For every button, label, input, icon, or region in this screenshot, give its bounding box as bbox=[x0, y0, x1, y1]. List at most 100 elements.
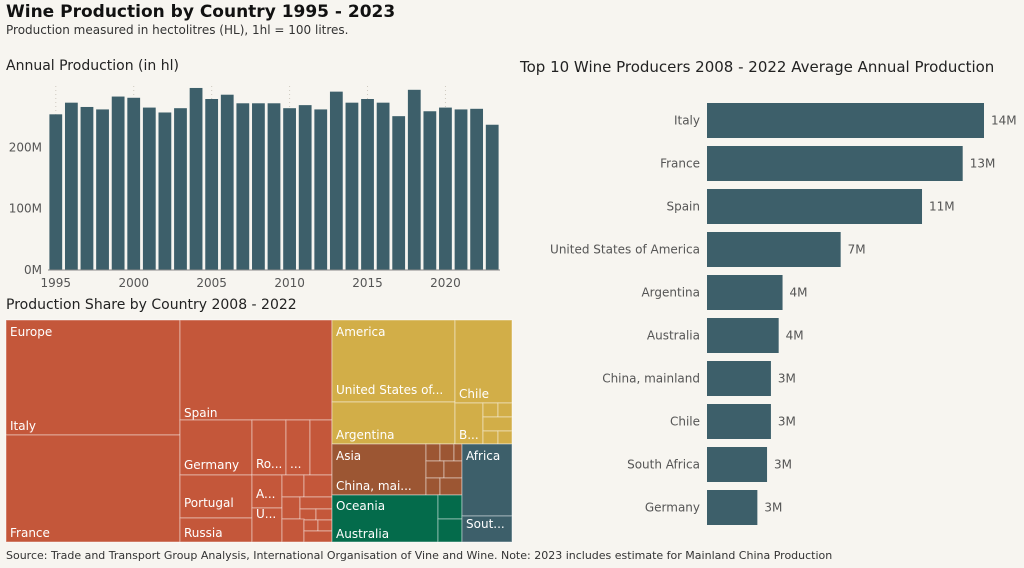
treemap-title: Production Share by Country 2008 - 2022 bbox=[6, 297, 297, 313]
top10-bar[interactable] bbox=[707, 447, 768, 482]
page-subtitle: Production measured in hectolitres (HL),… bbox=[6, 23, 349, 37]
annual-bar[interactable] bbox=[376, 102, 390, 270]
annual-bar[interactable] bbox=[96, 109, 109, 270]
treemap-cell-south-africa[interactable] bbox=[461, 443, 513, 517]
treemap-cell-asia-small[interactable] bbox=[425, 443, 441, 462]
treemap-cell-other-b[interactable] bbox=[309, 419, 333, 476]
treemap-cell-ukraine-label: U... bbox=[256, 507, 276, 521]
annual-production-chart: 1995 2000 2005 2010 2015 2020 0M 100M 200M bbox=[9, 86, 500, 290]
y-tick-label: 0M bbox=[24, 263, 42, 277]
annual-bar[interactable] bbox=[220, 94, 234, 270]
treemap-cell-asia-small[interactable] bbox=[425, 477, 441, 496]
treemap-cell-asia-small[interactable] bbox=[425, 460, 445, 479]
treemap-cell-chile[interactable] bbox=[454, 319, 513, 404]
treemap-cell-europe-small[interactable] bbox=[317, 519, 333, 532]
treemap-cell-america-small[interactable] bbox=[482, 402, 499, 418]
annual-bar[interactable] bbox=[470, 108, 484, 270]
treemap-cell-russia[interactable] bbox=[179, 517, 253, 543]
treemap-group-america-label: America bbox=[336, 325, 386, 339]
treemap-cell-asia-small[interactable] bbox=[439, 477, 463, 496]
treemap-cell-europe-small[interactable] bbox=[303, 519, 319, 532]
top10-bar[interactable] bbox=[707, 232, 841, 267]
treemap-cell-australia[interactable] bbox=[331, 494, 439, 543]
annual-bar[interactable] bbox=[361, 99, 374, 270]
annual-bar[interactable] bbox=[267, 103, 281, 271]
treemap-cell-america-small[interactable] bbox=[482, 416, 513, 432]
annual-bar[interactable] bbox=[283, 108, 296, 271]
treemap-cell-oceania-small[interactable] bbox=[437, 518, 463, 543]
annual-bar[interactable] bbox=[252, 103, 265, 271]
top10-value-label: 7M bbox=[848, 243, 866, 257]
top10-bar[interactable] bbox=[707, 318, 779, 353]
annual-bar[interactable] bbox=[298, 105, 312, 270]
annual-bar[interactable] bbox=[49, 114, 63, 270]
y-tick-label: 200M bbox=[9, 140, 42, 154]
top10-category-label: France bbox=[660, 157, 700, 171]
page-title: Wine Production by Country 1995 - 2023 bbox=[6, 2, 396, 22]
annual-bar[interactable] bbox=[329, 91, 343, 270]
treemap-cell-italy[interactable] bbox=[5, 319, 181, 436]
treemap-cell-brazil[interactable] bbox=[454, 402, 484, 445]
treemap-cell-oceania-small[interactable] bbox=[437, 494, 463, 520]
top10-category-label: Germany bbox=[645, 501, 700, 515]
top10-category-label: South Africa bbox=[627, 458, 700, 472]
treemap-cell-asia-small[interactable] bbox=[443, 460, 463, 479]
annual-bar[interactable] bbox=[111, 96, 125, 270]
treemap-cell-europe-small[interactable] bbox=[299, 508, 317, 521]
top10-bar[interactable] bbox=[707, 103, 984, 138]
treemap-cell-europe-small[interactable] bbox=[281, 496, 301, 520]
treemap-group-asia-label: Asia bbox=[336, 449, 361, 463]
treemap-cell-europe-small[interactable] bbox=[303, 474, 333, 498]
top10-bar[interactable] bbox=[707, 275, 783, 310]
annual-bar[interactable] bbox=[439, 107, 452, 270]
annual-bar[interactable] bbox=[423, 111, 437, 271]
top10-category-label: Spain bbox=[666, 200, 700, 214]
treemap-cell-asia-small[interactable] bbox=[439, 443, 455, 462]
treemap-cell-germany[interactable] bbox=[179, 419, 253, 476]
treemap-cell-spain[interactable] bbox=[179, 319, 333, 421]
treemap-cell-austria[interactable] bbox=[251, 474, 283, 509]
top10-bar[interactable] bbox=[707, 361, 771, 396]
treemap-cell-europe-small[interactable] bbox=[315, 508, 333, 521]
annual-bar[interactable] bbox=[64, 102, 78, 270]
treemap-cell-australia-label: Australia bbox=[336, 527, 389, 541]
top10-bar[interactable] bbox=[707, 490, 758, 525]
annual-bar[interactable] bbox=[158, 112, 172, 270]
treemap-cell-china[interactable] bbox=[331, 443, 427, 496]
treemap-cell-asia-small[interactable] bbox=[453, 443, 463, 462]
top10-value-label: 3M bbox=[764, 501, 782, 515]
treemap-cell-united-states[interactable] bbox=[331, 319, 456, 403]
top10-bar[interactable] bbox=[707, 189, 923, 224]
treemap-cell-africa-small[interactable] bbox=[461, 515, 513, 543]
treemap-cell-europe-small[interactable] bbox=[281, 518, 305, 543]
annual-bar[interactable] bbox=[392, 116, 406, 270]
annual-bar[interactable] bbox=[80, 106, 94, 270]
annual-bar[interactable] bbox=[189, 87, 203, 270]
annual-bar[interactable] bbox=[127, 97, 141, 270]
top10-bar[interactable] bbox=[707, 146, 963, 181]
annual-bar[interactable] bbox=[314, 109, 328, 270]
treemap-cell-europe-small[interactable] bbox=[299, 496, 333, 510]
treemap-cell-america-small[interactable] bbox=[482, 430, 499, 445]
annual-bar[interactable] bbox=[485, 124, 499, 270]
treemap-cell-europe-small[interactable] bbox=[303, 530, 333, 543]
treemap-cell-china-label: China, mai... bbox=[336, 479, 412, 493]
treemap-cell-portugal-label: Portugal bbox=[184, 496, 234, 510]
treemap-cell-italy-label: Italy bbox=[10, 419, 36, 433]
annual-bar[interactable] bbox=[407, 89, 421, 270]
treemap-cell-europe-small[interactable] bbox=[281, 474, 305, 498]
annual-bar[interactable] bbox=[345, 102, 359, 270]
annual-bar[interactable] bbox=[454, 109, 468, 270]
production-share-treemap: Italy France Spain Germany Portugal Russia Ro.… bbox=[5, 319, 513, 543]
source-note: Source: Trade and Transport Group Analys… bbox=[6, 549, 833, 562]
annual-bar[interactable] bbox=[205, 99, 219, 270]
y-tick-label: 100M bbox=[9, 202, 42, 216]
treemap-cell-france[interactable] bbox=[5, 434, 181, 543]
annual-bar[interactable] bbox=[142, 107, 156, 270]
annual-bar[interactable] bbox=[174, 108, 187, 271]
annual-bar[interactable] bbox=[236, 103, 250, 271]
treemap-cell-argentina-label: Argentina bbox=[336, 428, 395, 442]
treemap-group-africa-label: Africa bbox=[466, 449, 500, 463]
treemap-cell-ukraine[interactable] bbox=[251, 507, 283, 543]
top10-bar[interactable] bbox=[707, 404, 771, 439]
